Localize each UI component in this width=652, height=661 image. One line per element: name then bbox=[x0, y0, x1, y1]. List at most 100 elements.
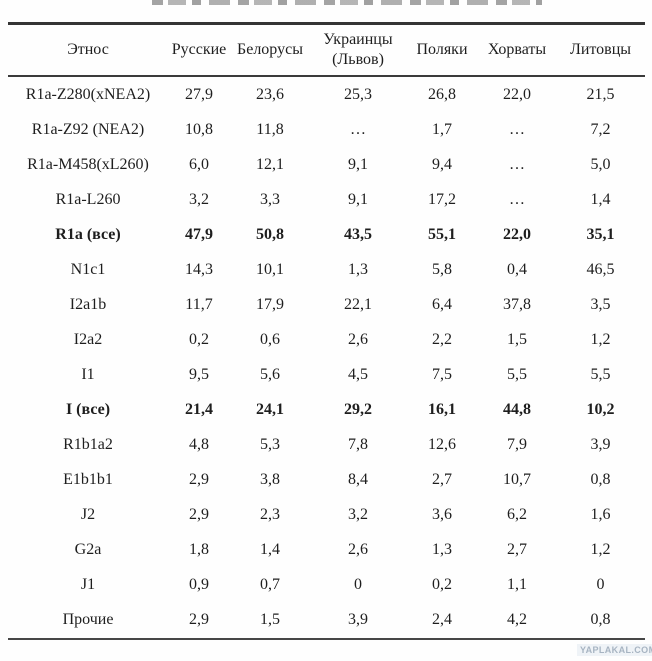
table-row: E1b1b1 2,9 3,8 8,4 2,7 10,7 0,8 bbox=[8, 462, 645, 497]
table-row: N1c1 14,3 10,1 1,3 5,8 0,4 46,5 bbox=[8, 253, 645, 288]
row-label-cell: I2a2 bbox=[73, 330, 103, 348]
table-row: R1a-L260 3,2 3,3 9,1 17,2 … 1,4 bbox=[8, 183, 645, 218]
value-cell: 3,5 bbox=[590, 296, 611, 314]
value-cell: 3,9 bbox=[310, 602, 406, 640]
value-cell: 22,1 bbox=[344, 296, 372, 314]
value-cell: 7,5 bbox=[432, 365, 452, 383]
value-cell: 2,9 bbox=[189, 470, 209, 488]
value-cell: 5,5 bbox=[590, 365, 611, 383]
value-cell: 17,2 bbox=[428, 191, 456, 209]
value-cell: 43,5 bbox=[344, 226, 372, 244]
header-line: Белорусы bbox=[237, 41, 303, 58]
value-cell: 44,8 bbox=[503, 400, 531, 418]
row-label-cell: R1a-Z92 (NEA2) bbox=[31, 121, 145, 139]
value-cell: 3,8 bbox=[260, 470, 280, 488]
row-label-cell: E1b1b1 bbox=[63, 470, 113, 488]
value-cell: 5,0 bbox=[590, 156, 611, 174]
value-cell: 0,7 bbox=[260, 575, 280, 593]
value-cell: 1,4 bbox=[590, 191, 611, 209]
value-cell: 3,9 bbox=[590, 435, 611, 453]
value-cell: 21,5 bbox=[586, 85, 615, 103]
row-label-cell: N1c1 bbox=[70, 261, 106, 279]
value-cell: 23,6 bbox=[256, 85, 284, 103]
value-cell: 11,7 bbox=[185, 296, 213, 314]
value-cell: 10,7 bbox=[503, 470, 531, 488]
table-row: I1 9,5 5,6 4,5 7,5 5,5 5,5 bbox=[8, 357, 645, 392]
value-cell: 1,5 bbox=[230, 602, 310, 640]
row-label-cell: R1a-M458(xL260) bbox=[27, 156, 149, 174]
value-cell: 21,4 bbox=[185, 400, 213, 418]
table-header: Этнос Русские Белорусы Украинцы (Львов) Поляк… bbox=[8, 22, 645, 77]
header-line: Литовцы bbox=[569, 41, 632, 58]
table-row: R1b1a2 4,8 5,3 7,8 12,6 7,9 3,9 bbox=[8, 427, 645, 462]
table-row: I2a1b 11,7 17,9 22,1 6,4 37,8 3,5 bbox=[8, 288, 645, 323]
value-cell: 5,3 bbox=[260, 435, 280, 453]
table-row: J2 2,9 2,3 3,2 3,6 6,2 1,6 bbox=[8, 497, 645, 532]
header-line: Украинцы bbox=[323, 31, 393, 48]
header-cell-5: Хорваты bbox=[478, 22, 556, 77]
value-cell: 2,7 bbox=[432, 470, 452, 488]
value-cell: 1,5 bbox=[507, 330, 527, 348]
value-cell: 50,8 bbox=[256, 226, 284, 244]
value-cell: 22,0 bbox=[503, 85, 531, 103]
value-cell: 47,9 bbox=[185, 226, 213, 244]
value-cell: 4,5 bbox=[348, 365, 368, 383]
row-label-cell: R1a-Z280(xNEA2) bbox=[25, 85, 151, 103]
value-cell: 0,6 bbox=[260, 330, 280, 348]
value-cell: 11,8 bbox=[256, 121, 284, 139]
value-cell: 3,3 bbox=[260, 191, 280, 209]
header-cell-0: Этнос bbox=[8, 22, 168, 77]
header-cell-3: Украинцы (Львов) bbox=[310, 22, 406, 77]
row-label-cell: I2a1b bbox=[69, 296, 107, 314]
value-cell: 4,8 bbox=[189, 435, 209, 453]
value-cell: 27,9 bbox=[185, 85, 213, 103]
row-label-cell: R1b1a2 bbox=[63, 435, 113, 453]
value-cell: 1,4 bbox=[260, 540, 280, 558]
value-cell: 6,0 bbox=[189, 156, 209, 174]
value-cell: … bbox=[509, 121, 525, 139]
table-row: R1a-Z92 (NEA2) 10,8 11,8 … 1,7 … 7,2 bbox=[8, 113, 645, 148]
row-label-cell: I1 bbox=[81, 365, 95, 383]
table-row: R1a-Z280(xNEA2) 27,9 23,6 25,3 26,8 22,0 21,5 bbox=[8, 76, 645, 113]
value-cell: 2,2 bbox=[432, 330, 452, 348]
value-cell: 29,2 bbox=[344, 400, 372, 418]
value-cell: 0,2 bbox=[189, 330, 209, 348]
value-cell: 1,3 bbox=[348, 261, 368, 279]
value-cell: 7,2 bbox=[590, 121, 611, 139]
value-cell: 5,6 bbox=[260, 365, 280, 383]
value-cell: 5,5 bbox=[507, 365, 527, 383]
value-cell: 1,8 bbox=[189, 540, 209, 558]
row-label-cell: J1 bbox=[80, 575, 96, 593]
value-cell: 2,3 bbox=[260, 505, 280, 523]
value-cell: 5,8 bbox=[432, 261, 452, 279]
value-cell: 3,2 bbox=[348, 505, 368, 523]
header-line: Хорваты bbox=[487, 41, 547, 58]
value-cell: 0 bbox=[354, 575, 362, 593]
header-line: Этнос bbox=[67, 41, 109, 58]
header-row: Этнос Русские Белорусы Украинцы (Львов) Поляк… bbox=[8, 22, 645, 77]
header-line: (Львов) bbox=[332, 51, 384, 68]
data-table: Этнос Русские Белорусы Украинцы (Львов) Поляк… bbox=[8, 22, 645, 640]
table-row: Прочие 2,9 1,5 3,9 2,4 4,2 0,8 bbox=[8, 602, 645, 640]
value-cell: 2,9 bbox=[168, 602, 230, 640]
value-cell: 1,7 bbox=[432, 121, 452, 139]
value-cell: 1,3 bbox=[432, 540, 452, 558]
value-cell: 1,2 bbox=[590, 330, 611, 348]
value-cell: 0,4 bbox=[507, 261, 527, 279]
row-label-cell: R1a-L260 bbox=[55, 191, 121, 209]
row-label-cell: Прочие bbox=[8, 602, 168, 640]
table-row: J1 0,9 0,7 0 0,2 1,1 0 bbox=[8, 567, 645, 602]
value-cell: 6,4 bbox=[432, 296, 452, 314]
table-row: I2a2 0,2 0,6 2,6 2,2 1,5 1,2 bbox=[8, 323, 645, 358]
table-row: I (все) 21,4 24,1 29,2 16,1 44,8 10,2 bbox=[8, 392, 645, 427]
value-cell: 46,5 bbox=[586, 261, 615, 279]
table-body: R1a-Z280(xNEA2) 27,9 23,6 25,3 26,8 22,0 21,5 R… bbox=[8, 76, 645, 640]
row-label-cell: R1a (все) bbox=[55, 226, 121, 244]
value-cell: 1,1 bbox=[507, 575, 527, 593]
header-cell-2: Белорусы bbox=[230, 22, 310, 77]
value-cell: 3,6 bbox=[432, 505, 452, 523]
value-cell: 35,1 bbox=[586, 226, 615, 244]
value-cell: 2,7 bbox=[507, 540, 527, 558]
value-cell: 16,1 bbox=[428, 400, 456, 418]
value-cell: 22,0 bbox=[503, 226, 531, 244]
